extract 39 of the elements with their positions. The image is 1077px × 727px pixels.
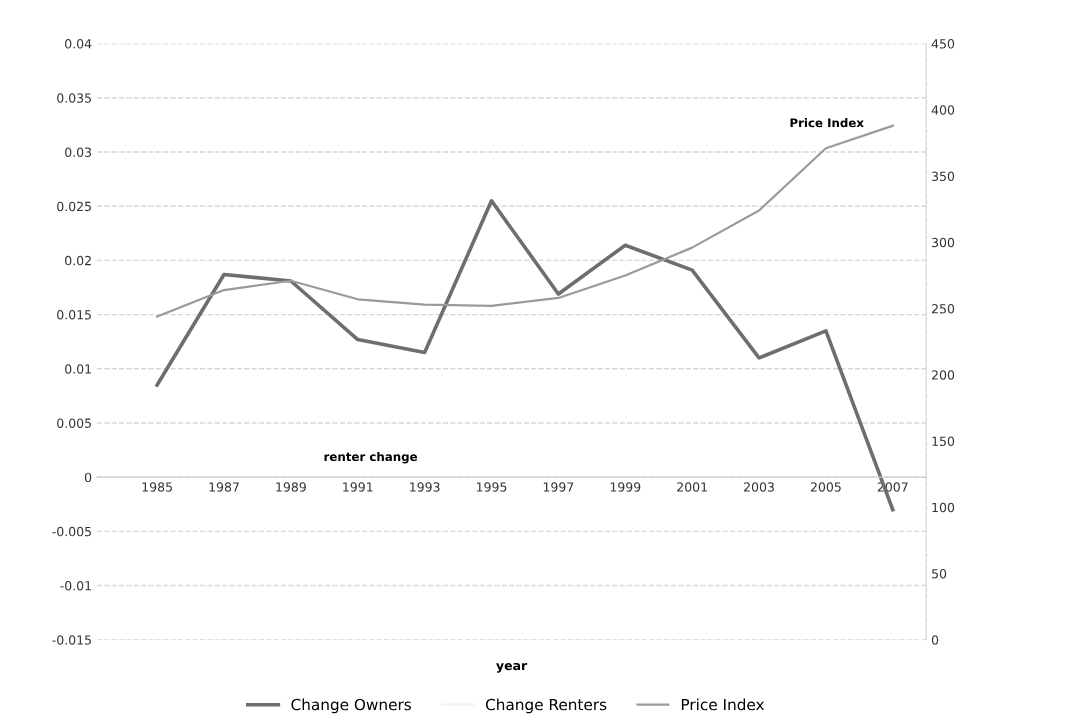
y-tick-label: -0.015 [52,635,91,645]
y2-tick-label: 0 [931,635,939,645]
x-tick-label: 1989 [276,482,306,492]
y-tick-label: 0 [84,472,92,483]
y-tick-label: -0.01 [60,581,91,591]
y-tick-label: 0.01 [65,364,91,374]
annotation: Price Index [790,118,864,128]
x-axis-title: year [496,663,528,673]
annotation: renter change [324,451,418,464]
y-tick-label: 0.04 [65,39,92,49]
x-tick-label: 2003 [744,482,774,492]
x-tick-label: 1991 [343,482,373,492]
y-tick-label: 0.02 [65,255,91,266]
y2-tick-label: 300 [932,237,955,248]
x-tick-label: 1995 [476,482,507,492]
legend-label: Change Renters [485,698,607,714]
x-tick-label: 1985 [142,482,172,492]
y-tick-label: 0.025 [57,201,91,212]
y2-tick-label: 450 [931,39,955,49]
y2-tick-label: 150 [932,436,955,446]
legend-label: Change Owners [291,698,412,714]
x-tick-label: 1999 [610,482,641,492]
y2-tick-label: 350 [932,171,955,182]
y-tick-label: 0.035 [57,93,91,103]
x-tick-label: 1993 [410,482,440,492]
y2-tick-label: 250 [932,304,955,314]
y2-tick-label: 50 [932,568,947,579]
y-tick-label: 0.03 [65,147,92,157]
y2-tick-label: 100 [932,502,955,513]
legend-label: Price Index [681,698,765,711]
x-tick-label: 2005 [810,482,841,492]
x-tick-label: 1997 [543,482,574,492]
y-tick-label: -0.005 [52,526,91,537]
y-tick-label: 0.015 [57,310,91,320]
y2-tick-label: 200 [932,370,955,380]
x-tick-label: 1987 [209,482,239,492]
y2-tick-label: 400 [931,105,955,115]
x-tick-label: 2001 [677,482,707,492]
y-tick-label: 0.005 [57,418,91,428]
